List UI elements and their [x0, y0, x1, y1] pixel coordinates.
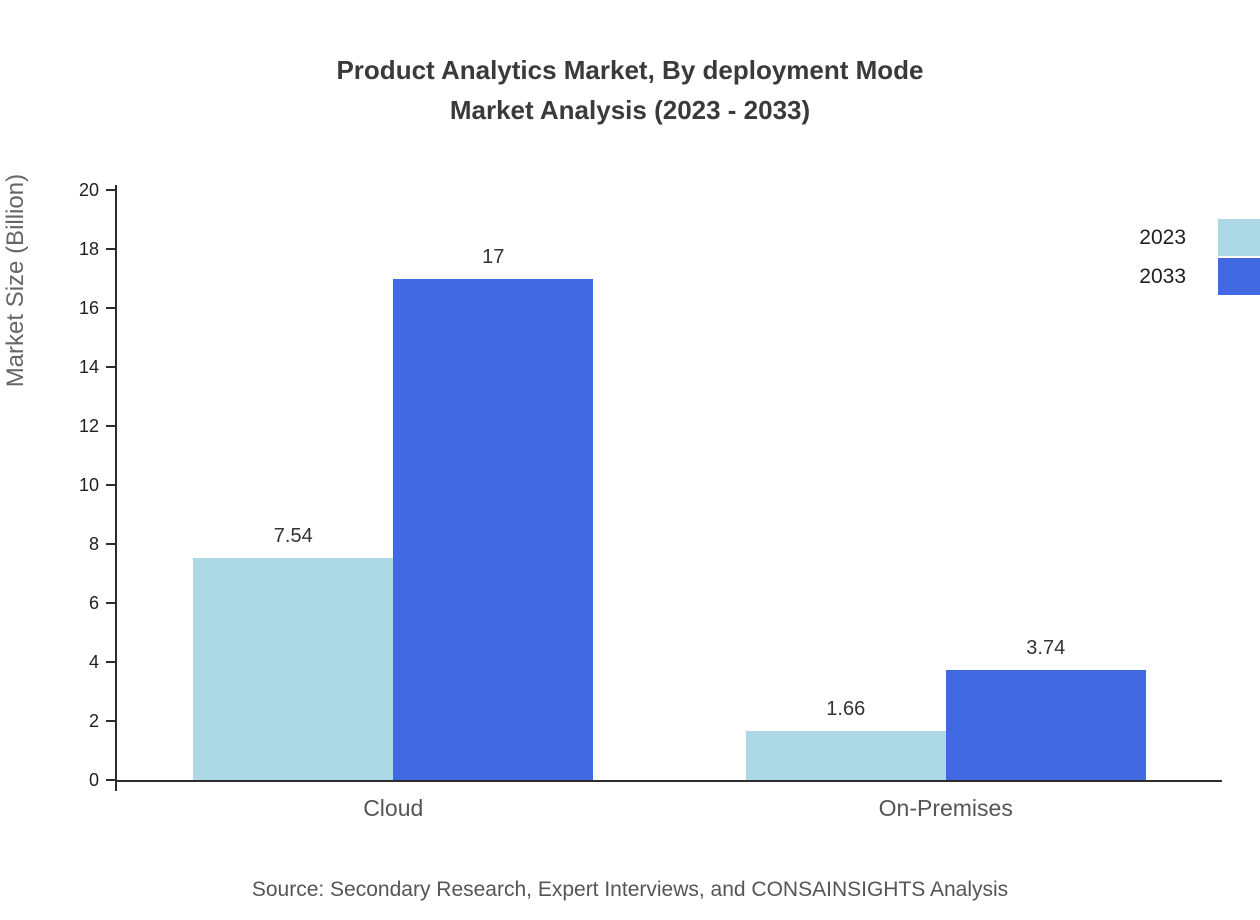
bar-value-2023-on-premises: 1.66 — [826, 698, 866, 721]
bar-value-2033-on-premises: 3.74 — [1026, 636, 1066, 659]
category-label-on-premises: On-Premises — [878, 795, 1013, 821]
y-tick-label-12: 12 — [78, 416, 99, 436]
legend-label-2023: 2023 — [1139, 225, 1186, 249]
chart-title: Product Analytics Market, By deployment … — [0, 50, 1260, 130]
source-note: Source: Secondary Research, Expert Inter… — [251, 878, 1009, 901]
legend-item-2033: 2033 — [1139, 257, 1260, 296]
y-tick-label-4: 4 — [88, 652, 99, 672]
y-tick-mark-8 — [106, 543, 115, 545]
y-tick-mark-0 — [106, 779, 115, 781]
y-tick-label-18: 18 — [78, 239, 99, 259]
y-tick-mark-14 — [106, 366, 115, 368]
bar-value-2023-cloud: 7.54 — [273, 524, 313, 547]
bar-2033-cloud — [393, 278, 594, 780]
y-tick-label-14: 14 — [78, 357, 99, 377]
legend-swatch-2023 — [1218, 219, 1260, 256]
y-tick-mark-6 — [106, 602, 115, 604]
legend-label-2033: 2033 — [1139, 264, 1186, 288]
y-tick-label-8: 8 — [88, 534, 99, 554]
category-label-cloud: Cloud — [363, 795, 424, 821]
y-axis-label: Market Size (Billion) — [2, 173, 29, 388]
y-tick-label-10: 10 — [78, 475, 99, 495]
plot-area: 0 2 4 6 8 10 12 14 16 18 20 7.54 17 Cloud 1.66 3.74 On-P… — [79, 180, 1222, 821]
legend: 2023 2033 — [1139, 218, 1260, 296]
y-tick-label-6: 6 — [88, 593, 99, 613]
y-tick-label-2: 2 — [88, 711, 99, 731]
y-tick-label-0: 0 — [88, 770, 99, 790]
y-tick-label-16: 16 — [78, 298, 99, 318]
bar-2033-on-premises — [945, 669, 1146, 780]
y-tick-mark-16 — [106, 307, 115, 309]
chart-title-line-1: Product Analytics Market, By deployment … — [336, 55, 924, 85]
y-tick-mark-12 — [106, 425, 115, 427]
bar-2023-on-premises — [745, 731, 946, 780]
bar-value-2033-cloud: 17 — [482, 245, 505, 268]
y-tick-mark-18 — [106, 248, 115, 250]
bar-2023-cloud — [193, 557, 394, 780]
y-tick-label-20: 20 — [78, 180, 99, 200]
y-tick-mark-4 — [106, 661, 115, 663]
legend-item-2023: 2023 — [1139, 218, 1260, 257]
x-axis-start-tick — [115, 782, 117, 791]
y-tick-mark-20 — [106, 189, 115, 191]
y-tick-mark-10 — [106, 484, 115, 486]
chart-title-line-2: Market Analysis (2023 - 2033) — [449, 95, 811, 125]
legend-swatch-2033 — [1218, 258, 1260, 295]
y-tick-mark-2 — [106, 720, 115, 722]
